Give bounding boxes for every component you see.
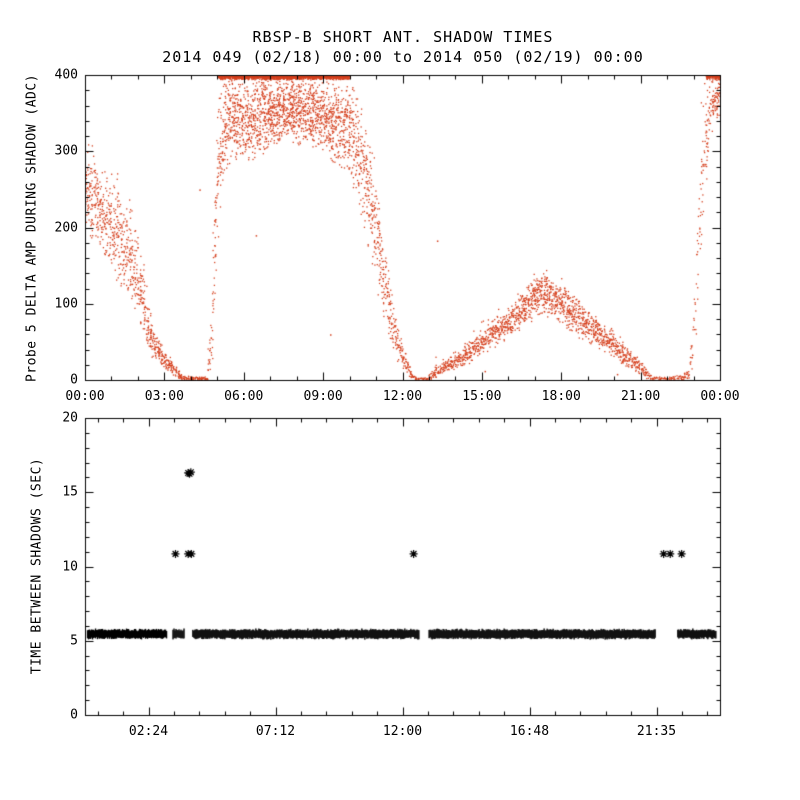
panel1-y-tick-label: 20 bbox=[62, 410, 78, 426]
panel0-x-tick-label: 00:00 bbox=[700, 389, 740, 404]
panel0-y-tick-label: 100 bbox=[54, 296, 78, 312]
chart-title: RBSP-B SHORT ANT. SHADOW TIMES bbox=[252, 28, 554, 46]
panel1-y-tick-label: 5 bbox=[70, 633, 78, 649]
panel0-y-tick-label: 400 bbox=[54, 67, 78, 83]
panel0-x-tick-label: 21:00 bbox=[621, 389, 661, 404]
panel1-x-tick-label: 02:24 bbox=[128, 724, 169, 739]
panel0-y-tick-label: 0 bbox=[70, 372, 78, 388]
panel1-x-tick-label: 21:35 bbox=[636, 724, 677, 739]
bottom-y-axis-label: TIME BETWEEN SHADOWS (SEC) bbox=[29, 457, 45, 675]
panel1-x-tick-label: 12:00 bbox=[382, 724, 423, 739]
panel0-x-tick-label: 06:00 bbox=[224, 389, 264, 404]
panel1-y-tick-label: 10 bbox=[62, 559, 78, 574]
panel0-y-tick-label: 300 bbox=[54, 143, 78, 159]
panel0-x-tick-label: 00:00 bbox=[65, 389, 105, 404]
chart-subtitle: 2014 049 (02/18) 00:00 to 2014 050 (02/1… bbox=[162, 48, 644, 66]
panel1-x-tick-label: 16:48 bbox=[509, 724, 550, 739]
top-y-axis-label: Probe 5 DELTA AMP DURING SHADOW (ADC) bbox=[24, 73, 40, 383]
panel0-x-tick-label: 18:00 bbox=[541, 389, 581, 404]
panel0-x-tick-label: 12:00 bbox=[382, 389, 423, 404]
panel0-x-tick-label: 03:00 bbox=[144, 389, 184, 404]
panel0-y-tick-label: 200 bbox=[54, 220, 78, 235]
panel1-y-tick-label: 0 bbox=[70, 707, 78, 723]
panel1-x-tick-label: 07:12 bbox=[255, 724, 296, 739]
panel1-y-tick-label: 15 bbox=[62, 484, 78, 500]
panel0-x-tick-label: 15:00 bbox=[462, 389, 502, 404]
panel0-x-tick-label: 09:00 bbox=[303, 389, 343, 404]
